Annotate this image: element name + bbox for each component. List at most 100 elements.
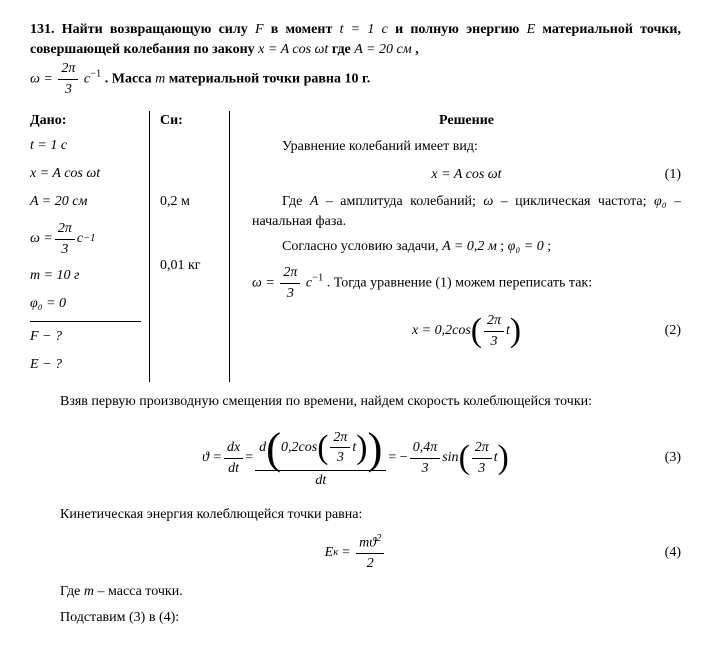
l2-p3: – циклическая частота; [501,194,647,209]
eq3-v: ϑ = [202,448,222,468]
l3-semi: ; [500,239,504,254]
l3-semi2: ; [547,239,551,254]
eq4-eq: = [342,543,350,563]
sol-line3: Согласно условию задачи, A = 0,2 м ; φ₀ … [252,237,681,257]
eq1-num: (1) [665,165,681,185]
mass-stmt1: . Масса [105,72,152,87]
given-header: Дано: [30,111,141,131]
eq3-coef: 0,4π 3 [410,438,441,478]
eq3-arg-num: 2π [472,438,492,459]
l3-phi: φ₀ = 0 [508,239,544,254]
sol-line4: ω = 2π 3 с−1 . Тогда уравнение (1) можем… [252,263,681,303]
A-val: A = 20 см [354,42,411,57]
sol-line7: Где m – масса точки. [30,582,681,602]
eq4-den: 2 [364,554,377,574]
eq3-dx: dx [224,438,243,459]
mass-stmt2: материальной точки равна 10 г. [169,72,371,87]
stmt-p3: и полную энергию [395,22,519,37]
equation-2: x = 0,2cos ( 2π 3 t ) (2) [252,311,681,351]
l3-A: A = 0,2 м [442,239,497,254]
l7-p2: – масса точки. [98,584,183,599]
l7-m: m [84,584,94,599]
eq3-coef-den: 3 [418,459,431,479]
l4-den: 3 [284,284,297,304]
eq3-inner-lparen: ( [317,438,328,458]
given-column: Дано: t = 1 с x = A cos ωt A = 20 см ω =… [30,111,150,382]
omega-den: 3 [62,80,75,100]
problem-number: 131. [30,22,55,37]
var-F: F [255,22,264,37]
l4-prefix: ω = [252,275,275,290]
sol-line1: Уравнение колебаний имеет вид: [252,137,681,157]
omega-prefix: ω = [30,72,53,87]
sol-line5: Взяв первую производную смещения по врем… [30,392,681,412]
t-eq: t = 1 с [340,22,388,37]
equation-4: Eк = mϑ2 2 (4) [30,532,681,574]
eq2-lparen: ( [471,321,482,341]
eq1-body: x = A cos ωt [431,165,501,185]
l7-p1: Где [60,584,80,599]
given-m: m = 10 г [30,265,141,287]
eq4-frac: mϑ2 2 [356,532,384,574]
si-header: Си: [160,111,221,131]
var-E: E [527,22,536,37]
omega-num: 2π [58,59,78,80]
eq3-number: (3) [665,448,681,468]
eq2-prefix: x = 0,2cos [412,321,471,341]
equation-1: x = A cos ωt (1) [252,165,681,185]
eq3-d: d [259,438,266,458]
eq2-num: 2π [484,311,504,332]
stmt-p1: Найти возвращающую силу [62,22,248,37]
given-omega: ω = 2π 3 с−1 [30,219,141,259]
given-E-q: E − ? [30,354,141,376]
eq3-frac2: d ( 0,2cos ( 2π 3 t ) ) dt [255,426,386,491]
eq4-num-m: m [359,536,369,551]
eq2-den: 3 [487,332,500,352]
eq3-sin: sin [442,448,458,468]
eq3-outer-rparen: ) [367,437,382,459]
problem-statement: 131. Найти возвращающую силу F в момент … [30,20,681,99]
si-spacer-2 [160,163,221,185]
l4-exp: −1 [312,273,323,284]
var-m: m [155,72,165,87]
solution-column: Решение Уравнение колебаний имеет вид: x… [240,111,681,382]
eq3-arg-frac: 2π 3 [472,438,492,478]
eq3-coef-num: 0,4π [410,438,441,459]
si-spacer-3 [160,219,221,249]
l2-p1: Где [282,194,302,209]
l2-phi: φ₀ [654,194,667,209]
eq3-eq: = [245,448,253,468]
eq2-rparen: ) [510,321,521,341]
eq3-inner-frac: 2π 3 [330,428,350,468]
sol-line8: Подставим (3) в (4): [30,608,681,628]
si-m: 0,01 кг [160,255,221,277]
eq3-arg-lparen: ( [459,448,470,468]
g-omega-exp: −1 [83,232,95,247]
g-omega-frac: 2π 3 [55,219,75,259]
eq3-inner-den: 3 [334,448,347,468]
l2-A: A [310,194,319,209]
l4-frac: 2π 3 [280,263,300,303]
eq4-num-v: ϑ [369,536,376,551]
eq2-frac: 2π 3 [484,311,504,351]
given-phi0: φ₀ = 0 [30,293,141,315]
l2-p2: – амплитуда колебаний; [326,194,476,209]
given-F-q: F − ? [30,326,141,348]
eq3-eq2: = − [388,448,407,468]
eq4-k: к [333,546,338,561]
l3-p1: Согласно условию задачи, [282,239,439,254]
comma: , [415,42,419,57]
eq4-number: (4) [665,543,681,563]
eq3-frac1: dx dt [224,438,243,478]
l4-num: 2π [280,263,300,284]
g-omega-prefix: ω = [30,229,53,249]
eq3-inner-rparen: ) [356,438,367,458]
eq3-arg-rparen: ) [498,448,509,468]
eq3-arg-den: 3 [475,459,488,479]
eq4-Ek: E [325,543,334,563]
where: где [332,42,351,57]
given-separator [30,321,141,322]
l4-text: . Тогда уравнение (1) можем переписать т… [327,275,592,290]
eq3-bignum: d ( 0,2cos ( 2π 3 t ) ) [255,426,386,471]
eq3-inner-prefix: 0,2cos [281,438,317,458]
